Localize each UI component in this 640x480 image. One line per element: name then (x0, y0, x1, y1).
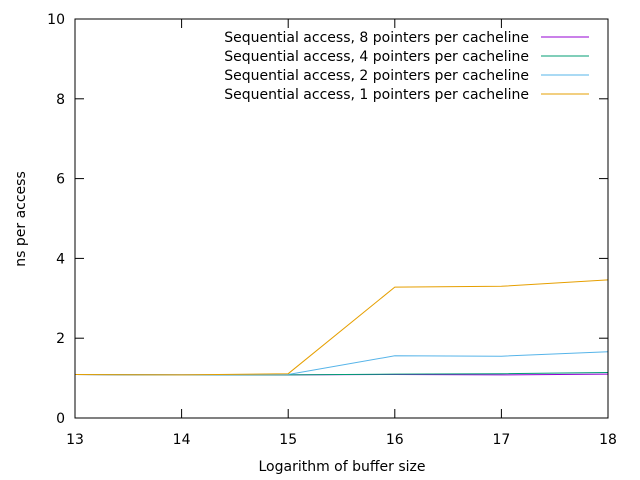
y-tick-label: 4 (56, 251, 65, 267)
x-tick-label: 13 (66, 432, 84, 448)
y-axis-title: ns per access (13, 171, 29, 267)
plot-area (74, 279, 609, 376)
legend-label: Sequential access, 1 pointers per cachel… (224, 87, 529, 103)
legend-label: Sequential access, 2 pointers per cachel… (224, 68, 529, 84)
plot-frame (74, 18, 609, 419)
legend: Sequential access, 8 pointers per cachel… (224, 30, 589, 103)
series-line-4 (74, 279, 609, 376)
x-axis-title: Logarithm of buffer size (259, 459, 426, 475)
tick-labels: 13 14 15 16 17 18 0 2 4 6 8 10 (47, 12, 617, 448)
legend-label: Sequential access, 4 pointers per cachel… (224, 49, 529, 65)
y-tick-label: 10 (47, 12, 65, 28)
x-tick-label: 14 (173, 432, 191, 448)
y-tick-label: 8 (56, 92, 65, 108)
axis-ticks (74, 18, 609, 419)
series-line-3 (74, 351, 609, 376)
y-tick-label: 6 (56, 172, 65, 188)
legend-label: Sequential access, 8 pointers per cachel… (224, 30, 529, 46)
x-tick-label: 18 (599, 432, 617, 448)
y-tick-label: 0 (56, 411, 65, 427)
x-tick-label: 17 (492, 432, 510, 448)
x-tick-label: 16 (386, 432, 404, 448)
x-tick-label: 15 (279, 432, 297, 448)
y-tick-label: 2 (56, 331, 65, 347)
